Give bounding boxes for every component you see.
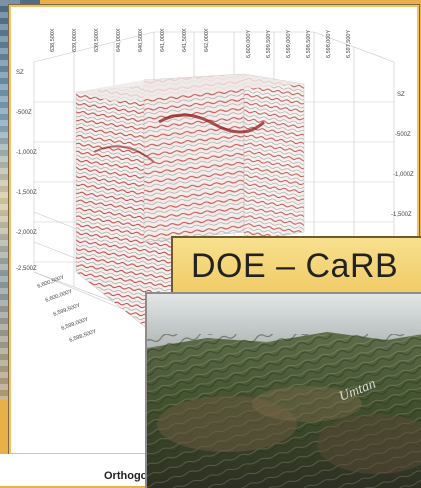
y-tick-label: 6,599,000Y [61,317,90,332]
x-tick-label: 640,500X [138,28,144,52]
depth-label: -2,500Z [16,266,37,272]
depth-label: -1,000Z [16,150,37,156]
x-tick-label: 639,000X [72,28,78,52]
x-axis-top: 638,500X 639,000X 639,500X 640,000X 640,… [50,28,352,58]
terrain-photo: Umtan [145,292,421,488]
x-tick-label: 6,598,500Y [306,30,312,58]
y-tick-label: 6,598,500Y [69,329,98,342]
depth-label: -1,500Z [16,190,37,196]
slide-title: DOE – CaRB [191,247,399,285]
y-tick-label: 6,600,000Y [45,289,74,304]
x-tick-label: 641,500X [182,28,188,52]
x-tick-label: 6,597,500Y [346,30,352,58]
y-tick-label: 6,599,500Y [53,303,82,318]
depth-label-right: -500Z [395,132,411,138]
depth-axis-right: SZ -500Z -1,000Z -1,500Z [391,92,414,218]
x-tick-label: 639,500X [94,28,100,52]
x-tick-label: 640,000X [116,28,122,52]
depth-label-right: -1,500Z [391,212,412,218]
title-banner: DOE – CaRB [171,236,421,294]
seismic-volume [75,73,305,342]
x-tick-label: 638,500X [50,28,56,52]
depth-label: -2,000Z [16,230,37,236]
x-tick-label: 6,598,000Y [326,30,332,58]
x-tick-label: 641,000X [160,28,166,52]
depth-label-right: SZ [397,92,405,98]
depth-axis-left: SZ -500Z -1,000Z -1,500Z -2,000Z -2,500Z [16,70,37,272]
orthogonal-seismic-plot: SZ -500Z -1,000Z -1,500Z -2,000Z -2,500Z… [16,28,414,342]
terrain-image: Umtan [147,294,421,488]
depth-label: -500Z [16,110,32,116]
x-tick-label: 6,600,000Y [246,30,252,58]
x-tick-label: 6,599,500Y [266,30,272,58]
depth-label: SZ [16,70,24,76]
x-tick-label: 6,599,000Y [286,30,292,58]
x-tick-label: 642,000X [204,28,210,52]
depth-label-right: -1,000Z [393,172,414,178]
